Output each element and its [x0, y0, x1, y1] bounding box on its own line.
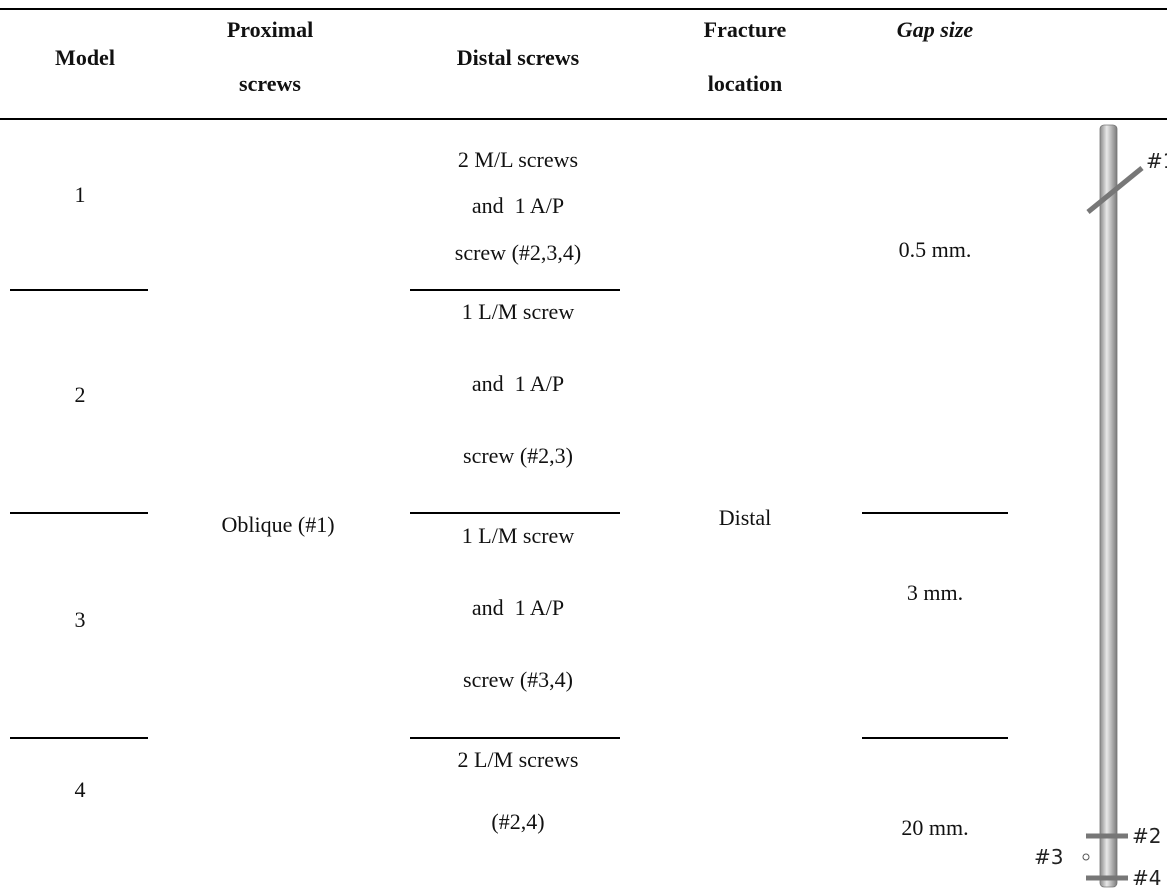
model-cell: 4: [74, 777, 86, 802]
header-cell: Distal screws: [456, 45, 580, 70]
proximal-cell: Oblique (#1): [221, 512, 335, 537]
row-rule: [862, 737, 1008, 739]
distal-cell: (#2,4): [491, 809, 545, 834]
header-cell: Fracture: [703, 17, 787, 42]
distal-cell: 1 L/M screw: [461, 523, 575, 548]
row-rule: [410, 289, 620, 291]
model-cell: 1: [74, 182, 86, 207]
model-cell: 2: [74, 382, 86, 407]
screw: [1086, 166, 1144, 214]
distal-cell: screw (#3,4): [463, 667, 573, 692]
header-cell: location: [707, 71, 783, 96]
distal-cell: and 1 A/P: [471, 595, 565, 620]
header-cell: Gap size: [896, 17, 974, 42]
distal-cell: and 1 A/P: [471, 371, 565, 396]
model-cell: 3: [74, 607, 86, 632]
top-rule: [0, 8, 1167, 10]
screw: [1082, 853, 1090, 861]
distal-cell: 1 L/M screw: [461, 299, 575, 324]
screw-label: #1: [1146, 149, 1167, 173]
row-rule: [410, 737, 620, 739]
row-rule: [410, 512, 620, 514]
gap-cell: 3 mm.: [906, 580, 964, 605]
distal-cell: screw (#2,3,4): [454, 240, 582, 265]
nail: [1099, 124, 1118, 888]
screw-label: #2: [1132, 824, 1161, 848]
row-rule: [10, 512, 148, 514]
distal-cell: screw (#2,3): [463, 443, 573, 468]
header-cell: Model: [55, 45, 115, 70]
gap-cell: 20 mm.: [901, 815, 969, 840]
row-rule: [10, 289, 148, 291]
screw-label: #3: [1034, 845, 1063, 869]
header-cell: screws: [239, 71, 301, 96]
header-rule: [0, 118, 1167, 120]
header-cell: Proximal: [226, 17, 314, 42]
row-rule: [10, 737, 148, 739]
gap-cell: 0.5 mm.: [898, 237, 972, 262]
distal-cell: and 1 A/P: [471, 193, 565, 218]
distal-cell: 2 L/M screws: [457, 747, 579, 772]
fracture-cell: Distal: [718, 505, 772, 530]
distal-cell: 2 M/L screws: [457, 147, 579, 172]
screw-label: #4: [1132, 866, 1161, 890]
row-rule: [862, 512, 1008, 514]
